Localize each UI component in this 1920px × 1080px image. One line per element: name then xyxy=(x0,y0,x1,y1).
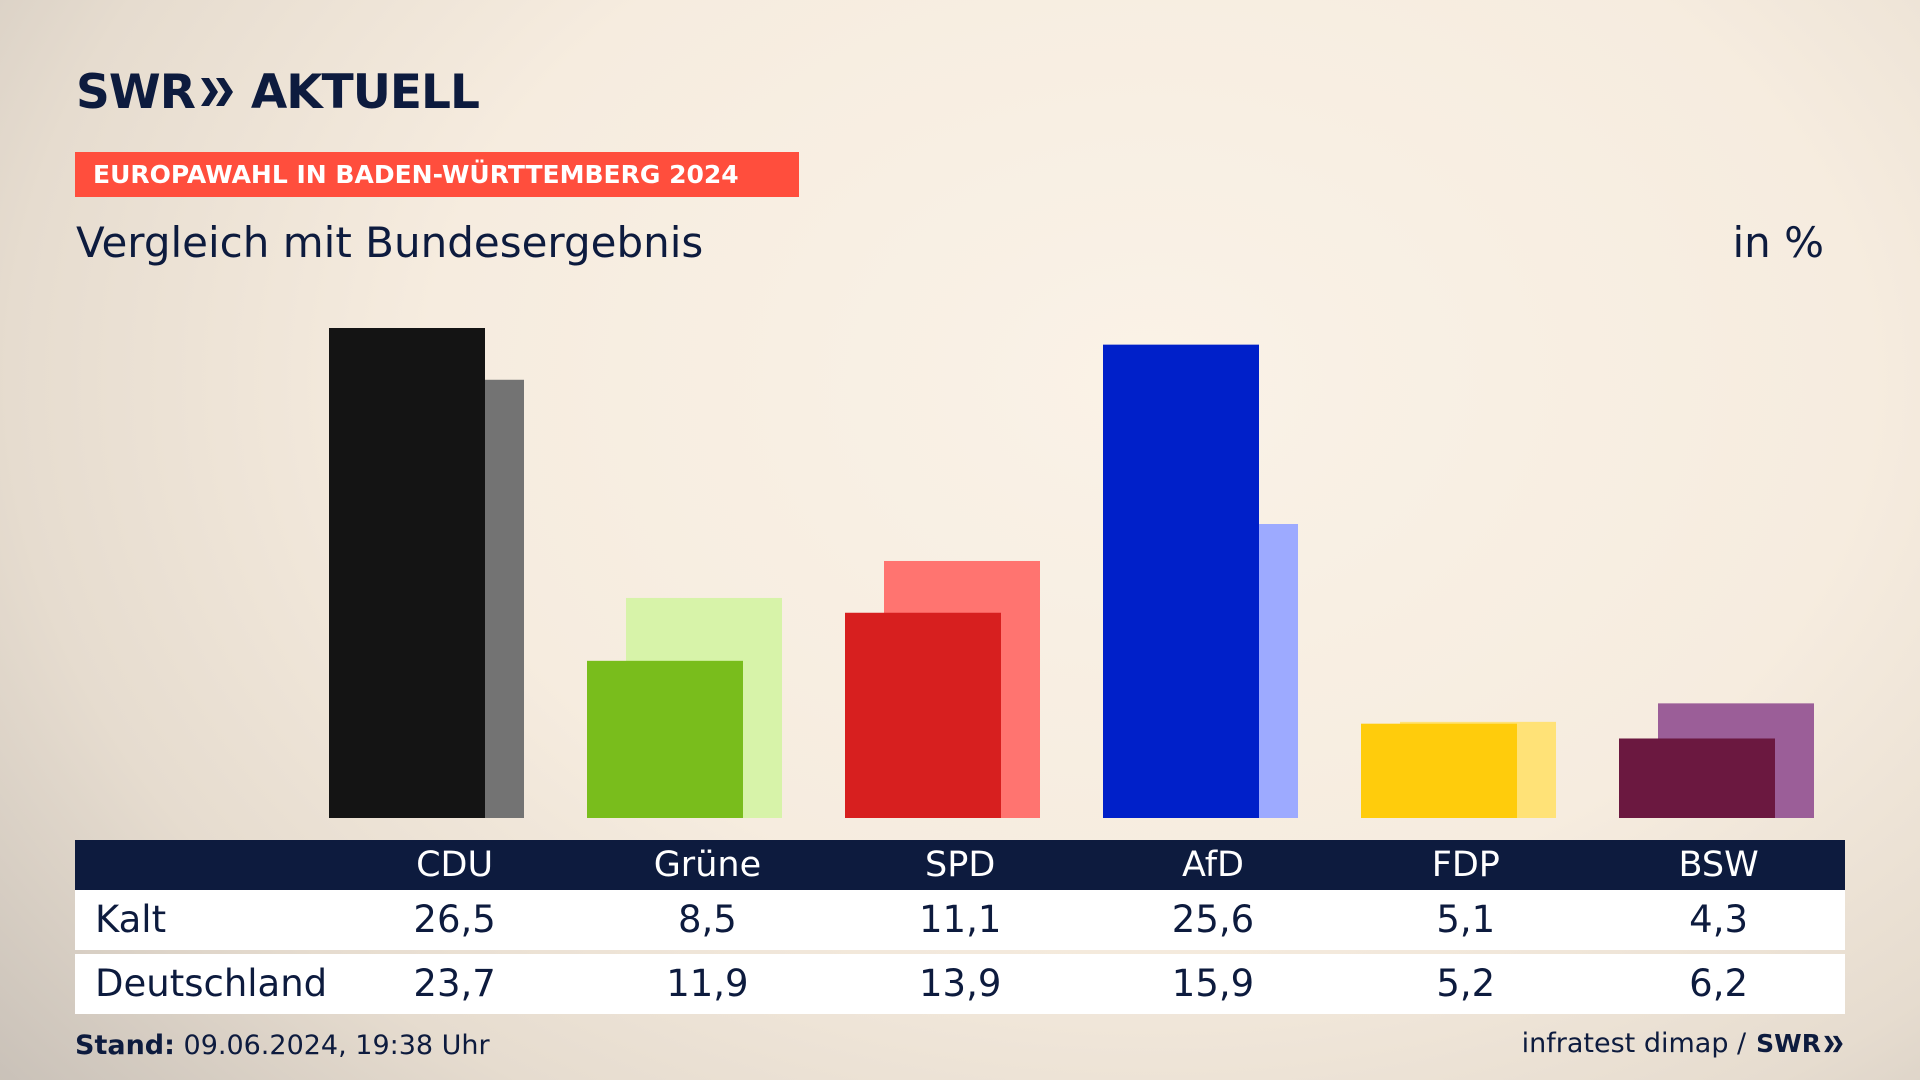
table-row-deutschland: Deutschland 23,7 11,9 13,9 15,9 5,2 6,2 xyxy=(75,954,1845,1014)
stand-value: 09.06.2024, 19:38 Uhr xyxy=(183,1030,490,1061)
header-party: BSW xyxy=(1678,845,1759,885)
table-header: CDU Grüne SPD AfD FDP BSW xyxy=(75,840,1845,890)
header-empty-cell xyxy=(75,840,328,890)
table-cell: 25,6 xyxy=(1171,898,1255,941)
table-cell: 6,2 xyxy=(1689,962,1748,1005)
table-cell: 5,2 xyxy=(1436,962,1496,1005)
bar-cdu-kalt xyxy=(329,328,485,818)
unit-label: in % xyxy=(1732,218,1824,267)
table-cell: 11,1 xyxy=(919,898,1002,941)
table-cell: 15,9 xyxy=(1171,962,1255,1005)
bar-bsw-kalt xyxy=(1619,738,1775,818)
table-cell: 26,5 xyxy=(413,898,496,941)
header-party: FDP xyxy=(1431,845,1500,885)
source-credit: infratest dimap / SWR xyxy=(1522,1028,1845,1059)
table-cell: 4,3 xyxy=(1689,898,1748,941)
header-party: CDU xyxy=(416,845,494,885)
table-cell: 5,1 xyxy=(1436,898,1496,941)
logo-name: AKTUELL xyxy=(250,64,480,120)
double-chevron-icon xyxy=(200,78,233,106)
swr-aktuell-logo: SWR AKTUELL xyxy=(76,62,480,122)
chart-subtitle: Vergleich mit Bundesergebnis xyxy=(76,218,704,267)
source-text: infratest dimap / xyxy=(1521,1028,1747,1059)
table-cell: 8,5 xyxy=(677,898,737,941)
header-party: Grüne xyxy=(653,845,762,885)
timestamp: Stand: 09.06.2024, 19:38 Uhr xyxy=(75,1030,490,1061)
header-party: SPD xyxy=(925,845,996,885)
table-row-kalt: Kalt 26,5 8,5 11,1 25,6 5,1 4,3 xyxy=(75,890,1845,950)
bar-fdp-kalt xyxy=(1361,723,1517,818)
bar-grne-kalt xyxy=(587,660,743,818)
table-cell: 11,9 xyxy=(666,962,749,1005)
stand-label: Stand: xyxy=(75,1030,175,1061)
table-cell: 13,9 xyxy=(919,962,1002,1005)
bar-afd-kalt xyxy=(1103,344,1259,818)
topic-kicker: EUROPAWAHL IN BADEN-WÜRTTEMBERG 2024 xyxy=(75,152,799,197)
row-label: Deutschland xyxy=(95,962,328,1005)
swr-small-logo: SWR xyxy=(1756,1029,1845,1058)
header-party: AfD xyxy=(1182,845,1244,885)
double-chevron-icon xyxy=(1824,1035,1843,1052)
swr-small-logo-text: SWR xyxy=(1756,1029,1821,1058)
bar-chart xyxy=(329,328,1814,818)
logo-brand: SWR xyxy=(76,64,196,120)
results-table: CDU Grüne SPD AfD FDP BSW Kalt 26,5 8,5 … xyxy=(75,840,1845,1014)
row-label: Kalt xyxy=(95,898,167,941)
table-cell: 23,7 xyxy=(413,962,496,1005)
bar-spd-kalt xyxy=(845,612,1001,818)
